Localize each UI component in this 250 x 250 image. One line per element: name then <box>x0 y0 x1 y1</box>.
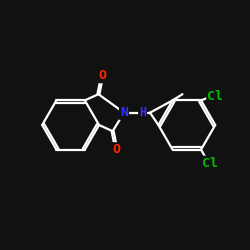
Text: Cl: Cl <box>207 90 223 103</box>
Text: O: O <box>112 143 120 156</box>
Text: O: O <box>98 69 106 82</box>
Text: Cl: Cl <box>202 157 218 170</box>
Text: H: H <box>139 106 146 119</box>
Text: N: N <box>120 106 128 119</box>
